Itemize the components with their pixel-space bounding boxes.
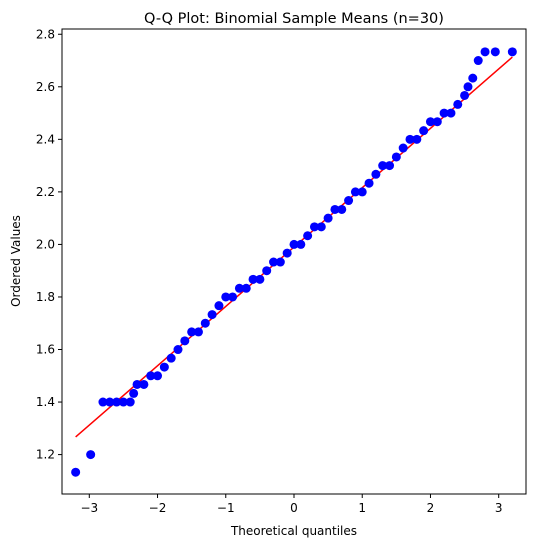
data-point xyxy=(432,117,442,127)
data-point xyxy=(214,301,224,311)
data-point xyxy=(207,310,217,320)
data-point xyxy=(146,371,156,381)
data-point xyxy=(473,56,483,66)
data-point xyxy=(463,82,473,92)
data-point xyxy=(296,239,306,249)
data-point xyxy=(159,362,169,372)
data-point xyxy=(228,292,238,302)
data-point xyxy=(439,108,449,118)
data-point xyxy=(234,283,244,293)
data-point xyxy=(385,161,395,171)
y-tick-label: 1.2 xyxy=(36,448,55,462)
data-point xyxy=(412,134,422,144)
data-point xyxy=(153,371,163,381)
x-tick-label: 2 xyxy=(427,501,435,515)
x-tick-label: −3 xyxy=(80,501,98,515)
plot-area xyxy=(61,28,527,495)
data-point xyxy=(490,47,500,57)
data-point xyxy=(166,353,176,363)
y-tick-label: 1.6 xyxy=(36,343,55,357)
y-axis-title: Ordered Values xyxy=(9,215,23,307)
data-point xyxy=(350,187,360,197)
data-point xyxy=(446,108,456,118)
y-tick-label: 2.2 xyxy=(36,185,55,199)
data-points xyxy=(71,47,517,477)
data-point xyxy=(309,222,319,232)
data-point xyxy=(118,397,128,407)
data-point xyxy=(105,397,115,407)
data-point xyxy=(425,117,435,127)
data-point xyxy=(480,47,490,57)
data-point xyxy=(129,388,139,398)
data-point xyxy=(125,397,135,407)
y-tick-label: 1.8 xyxy=(36,290,55,304)
chart-title: Q-Q Plot: Binomial Sample Means (n=30) xyxy=(144,11,444,27)
data-point xyxy=(453,99,463,109)
data-point xyxy=(71,467,81,477)
data-point xyxy=(139,379,149,389)
x-tick-label: 3 xyxy=(495,501,503,515)
data-point xyxy=(180,336,190,346)
data-point xyxy=(316,222,326,232)
data-point xyxy=(248,274,258,284)
data-point xyxy=(378,161,388,171)
data-point xyxy=(86,450,96,460)
y-tick-label: 2.0 xyxy=(36,237,55,251)
y-tick-label: 2.8 xyxy=(36,27,55,41)
x-axis-title: Theoretical quantiles xyxy=(230,524,357,538)
data-point xyxy=(468,73,478,83)
data-point xyxy=(371,169,381,179)
x-tick-label: −2 xyxy=(149,501,167,515)
data-point xyxy=(132,379,142,389)
data-point xyxy=(419,126,429,136)
data-point xyxy=(221,292,231,302)
data-point xyxy=(323,213,333,223)
x-tick-label: −1 xyxy=(217,501,235,515)
data-point xyxy=(303,231,313,241)
data-point xyxy=(200,318,210,328)
data-point xyxy=(262,266,272,276)
data-point xyxy=(460,90,470,100)
data-point xyxy=(391,152,401,162)
data-point xyxy=(187,327,197,337)
data-point xyxy=(337,204,347,214)
y-tick-label: 2.4 xyxy=(36,132,55,146)
data-point xyxy=(98,397,108,407)
data-point xyxy=(364,178,374,188)
y-tick-label: 2.6 xyxy=(36,80,55,94)
data-point xyxy=(398,143,408,153)
data-point xyxy=(193,327,203,337)
data-point xyxy=(269,257,279,267)
data-point xyxy=(241,283,251,293)
data-point xyxy=(344,196,354,206)
data-point xyxy=(289,239,299,249)
data-point xyxy=(255,274,265,284)
data-point xyxy=(405,134,415,144)
y-tick-label: 1.4 xyxy=(36,395,55,409)
x-tick-label: 0 xyxy=(290,501,298,515)
data-point xyxy=(330,204,340,214)
data-point xyxy=(357,187,367,197)
y-axis: 1.2 1.4 1.6 1.8 2.0 2.2 2.4 2.6 2.8 xyxy=(36,27,62,462)
data-point xyxy=(282,248,292,258)
x-axis: −3 −2 −1 0 1 2 3 xyxy=(80,494,503,515)
data-point xyxy=(173,345,183,355)
x-tick-label: 1 xyxy=(358,501,366,515)
data-point xyxy=(275,257,285,267)
data-point xyxy=(507,47,517,57)
data-point xyxy=(112,397,122,407)
